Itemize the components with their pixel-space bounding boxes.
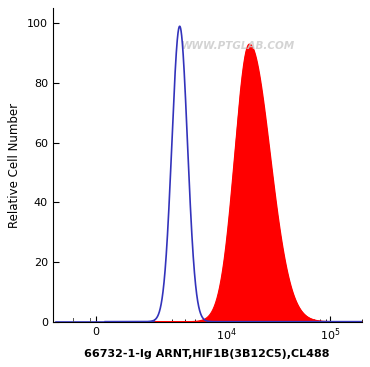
X-axis label: 66732-1-Ig ARNT,HIF1B(3B12C5),CL488: 66732-1-Ig ARNT,HIF1B(3B12C5),CL488 <box>84 349 330 359</box>
Text: WWW.PTGLAB.COM: WWW.PTGLAB.COM <box>181 41 295 51</box>
Y-axis label: Relative Cell Number: Relative Cell Number <box>9 102 21 228</box>
